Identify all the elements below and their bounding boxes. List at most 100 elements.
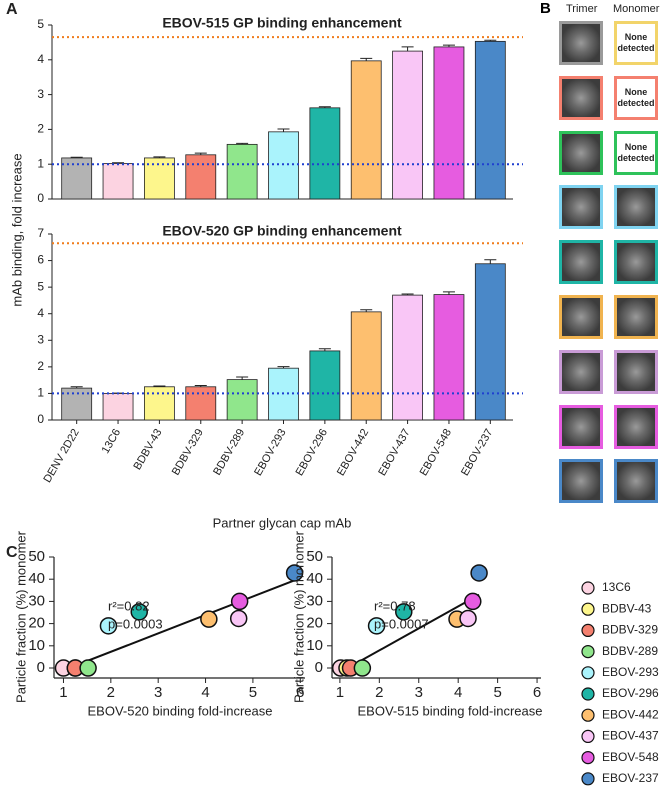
monomer-image (614, 404, 658, 449)
y-tick-label: 20 (28, 615, 45, 632)
x-tick-label: BDBV-289 (211, 427, 247, 477)
error-bar (360, 309, 373, 312)
annotation: p=0.0007 (374, 616, 429, 631)
monomer-image (614, 459, 658, 504)
trimer-image (559, 130, 603, 175)
fit-line (347, 593, 480, 669)
fit-line (63, 579, 295, 672)
y-tick-label: 50 (306, 548, 323, 565)
x-tick-label: 4 (454, 684, 462, 701)
panel-label: A (6, 1, 18, 18)
x-tick-label: 4 (201, 684, 209, 701)
y-tick-label: 0 (315, 659, 323, 676)
trimer-image (559, 75, 603, 120)
x-tick-label: 5 (249, 684, 257, 701)
error-bar (277, 128, 290, 132)
y-tick-label: 30 (28, 592, 45, 609)
point (353, 659, 372, 677)
y-tick-label: 10 (28, 637, 45, 654)
error-bar (401, 46, 414, 52)
error-bar (442, 44, 455, 47)
error-bar (194, 384, 207, 387)
x-tick-label: DENV 2D22 (41, 427, 81, 485)
trimer-image (559, 404, 603, 449)
annotation: r²=0.82 (108, 598, 150, 613)
y-tick-label: 1 (37, 386, 44, 400)
error-bar (236, 142, 249, 145)
bar (226, 143, 258, 200)
y-tick-label: 1 (37, 156, 44, 170)
y-tick-label: 4 (37, 306, 44, 320)
y-axis-label: mAb binding, fold increase (9, 153, 24, 306)
x-tick-label: 3 (154, 684, 162, 701)
x-tick-label: EBOV-293 (252, 427, 288, 478)
point (285, 564, 304, 582)
error-bar (484, 259, 497, 264)
legend-label: EBOV-548 (602, 750, 659, 764)
legend-marker (581, 602, 595, 616)
bar (226, 379, 258, 421)
bar (309, 107, 341, 200)
error-bar (318, 106, 331, 108)
bar (350, 60, 382, 200)
legend-marker (581, 687, 595, 701)
x-axis-label: EBOV-520 binding fold-increase (87, 703, 272, 718)
y-tick-label: 50 (28, 548, 45, 565)
y-tick-label: 40 (306, 570, 323, 587)
x-tick-label: 2 (375, 684, 383, 701)
bar (144, 157, 175, 200)
legend-marker (581, 708, 595, 722)
trimer-image (559, 295, 603, 339)
error-bar (153, 156, 166, 158)
annotation: r²=0.78 (374, 598, 416, 613)
x-tick-label: 13C6 (100, 427, 124, 456)
y-tick-label: 30 (306, 592, 323, 609)
legend-label: EBOV-437 (602, 729, 659, 743)
column-header: Trimer (566, 3, 598, 15)
bar (474, 40, 506, 200)
error-bar (194, 152, 207, 155)
error-bar (70, 156, 83, 158)
point (464, 592, 482, 611)
legend-label: BDBV-289 (602, 644, 658, 658)
y-tick-label: 2 (37, 122, 44, 136)
bar (102, 163, 134, 200)
y-tick-label: 0 (37, 659, 45, 676)
bar (392, 50, 423, 200)
x-tick-label: 3 (415, 684, 423, 701)
y-tick-label: 6 (37, 253, 44, 267)
x-tick-label: 1 (336, 684, 344, 701)
y-axis-label: Particle fraction (%) monomer (291, 530, 306, 703)
point (395, 603, 413, 621)
trimer-image (559, 459, 603, 504)
annotation: p=0.0003 (108, 616, 163, 631)
point (230, 592, 249, 611)
y-axis-label: Particle fraction (%) monomer (13, 530, 28, 703)
trimer-image (559, 240, 603, 285)
y-tick-label: 0 (37, 412, 44, 426)
legend-marker (581, 581, 595, 595)
legend-marker (581, 729, 595, 744)
y-tick-label: 0 (37, 191, 44, 205)
error-bar (360, 57, 373, 61)
y-tick-label: 40 (28, 570, 45, 587)
x-axis-label: EBOV-515 binding fold-increase (357, 703, 542, 718)
bar (185, 154, 217, 200)
x-tick-label: 5 (493, 684, 501, 701)
bar (433, 46, 465, 200)
point (79, 659, 97, 677)
bar (350, 311, 382, 421)
bar (433, 294, 465, 421)
legend-label: EBOV-296 (602, 686, 659, 700)
monomer-image (614, 185, 658, 230)
legend-label: 13C6 (602, 580, 631, 594)
bar (102, 393, 134, 421)
x-tick-label: 1 (59, 684, 67, 701)
point (99, 617, 118, 635)
x-tick-label: BDBV-329 (170, 427, 206, 477)
legend-marker (581, 666, 595, 680)
x-tick-label: EBOV-437 (376, 427, 412, 478)
monomer-image (614, 349, 658, 394)
bar (185, 386, 217, 421)
